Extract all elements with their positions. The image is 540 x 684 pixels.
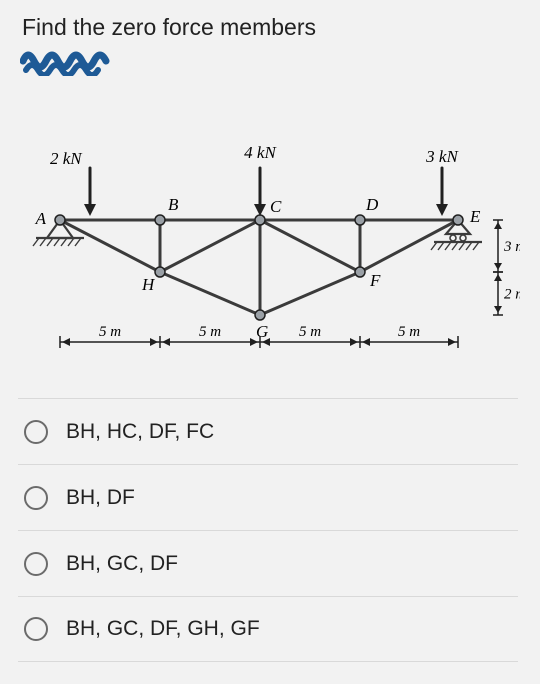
svg-text:4 kN: 4 kN [244,143,277,162]
svg-text:G: G [256,322,268,341]
quiz-page: Find the zero force members 2 kN 4 kN 3 kN… [0,0,540,684]
svg-text:2 m: 2 m [504,287,520,303]
option-label-1: BH, HC, DF, FC [66,420,214,444]
option-row-3[interactable]: BH, GC, DF [18,530,518,596]
svg-text:A: A [35,209,47,228]
radio-3[interactable] [24,552,48,576]
redaction-scribble [20,46,130,76]
radio-2[interactable] [24,486,48,510]
svg-text:C: C [270,197,282,216]
truss-figure: 2 kN 4 kN 3 kN A B C D E H F G 5 m 5 m 5 m 5 m 3 m 2 m [20,110,520,370]
svg-text:E: E [469,207,481,226]
answer-options: BH, HC, DF, FC BH, DF BH, GC, DF BH, GC,… [18,398,518,662]
radio-4[interactable] [24,617,48,641]
radio-1[interactable] [24,420,48,444]
svg-text:H: H [141,275,156,294]
svg-text:3 m: 3 m [503,239,520,255]
svg-text:3 kN: 3 kN [425,147,459,166]
option-label-2: BH, DF [66,486,135,510]
option-label-4: BH, GC, DF, GH, GF [66,617,260,641]
question-text: Find the zero force members [22,14,316,41]
option-row-4[interactable]: BH, GC, DF, GH, GF [18,596,518,662]
svg-text:2 kN: 2 kN [50,149,83,168]
svg-text:5 m: 5 m [299,324,321,340]
svg-text:D: D [365,195,379,214]
svg-text:5 m: 5 m [199,324,221,340]
option-row-1[interactable]: BH, HC, DF, FC [18,398,518,464]
svg-text:5 m: 5 m [99,324,121,340]
svg-text:5 m: 5 m [398,324,420,340]
svg-text:B: B [168,195,179,214]
option-row-2[interactable]: BH, DF [18,464,518,530]
option-label-3: BH, GC, DF [66,552,178,576]
svg-text:F: F [369,271,381,290]
